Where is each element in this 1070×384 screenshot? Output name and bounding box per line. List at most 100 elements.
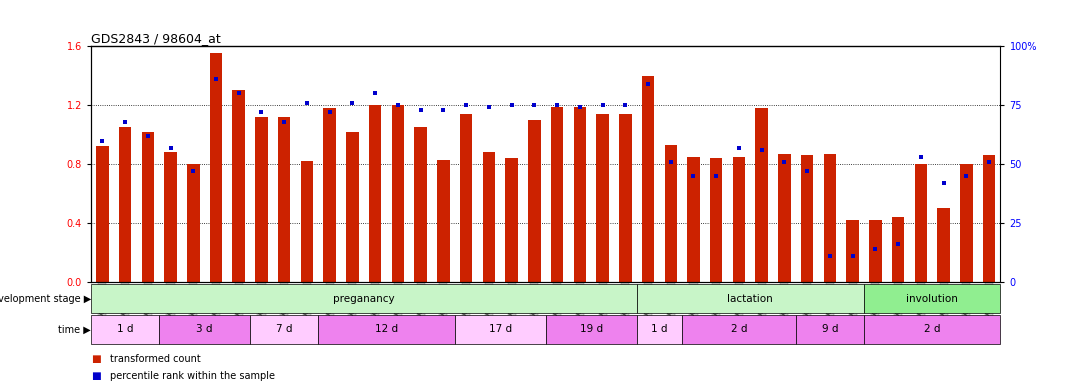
Bar xyxy=(96,146,108,282)
Bar xyxy=(642,76,654,282)
Point xyxy=(503,102,520,108)
Bar xyxy=(637,315,683,344)
Point xyxy=(367,90,384,96)
Point xyxy=(640,81,657,87)
Bar xyxy=(865,284,1000,313)
Bar xyxy=(256,117,268,282)
Bar xyxy=(250,315,319,344)
Text: 2 d: 2 d xyxy=(924,324,941,334)
Bar xyxy=(546,315,637,344)
Bar xyxy=(460,114,472,282)
Bar xyxy=(392,105,404,282)
Bar xyxy=(529,120,540,282)
Bar xyxy=(323,108,336,282)
Point xyxy=(412,107,429,113)
Text: GDS2843 / 98604_at: GDS2843 / 98604_at xyxy=(91,32,220,45)
Bar xyxy=(937,209,950,282)
Bar xyxy=(438,160,449,282)
Point xyxy=(525,102,542,108)
Point xyxy=(913,154,930,160)
Bar xyxy=(683,315,796,344)
Bar xyxy=(846,220,859,282)
Bar xyxy=(505,158,518,282)
Point xyxy=(230,90,247,96)
Bar xyxy=(232,90,245,282)
Bar xyxy=(165,152,177,282)
Point xyxy=(434,107,452,113)
Bar xyxy=(620,114,631,282)
Bar xyxy=(574,107,586,282)
Bar xyxy=(796,315,865,344)
Text: lactation: lactation xyxy=(728,293,774,304)
Bar xyxy=(414,127,427,282)
Text: time ▶: time ▶ xyxy=(58,324,91,334)
Point xyxy=(616,102,633,108)
Bar xyxy=(960,164,973,282)
Point xyxy=(185,168,202,174)
Bar xyxy=(347,132,358,282)
Text: 12 d: 12 d xyxy=(374,324,398,334)
Bar xyxy=(483,152,495,282)
Point xyxy=(707,173,724,179)
Text: 19 d: 19 d xyxy=(580,324,602,334)
Point xyxy=(867,246,884,252)
Text: ■: ■ xyxy=(91,354,101,364)
Point xyxy=(162,144,179,151)
Point xyxy=(343,100,361,106)
Point xyxy=(299,100,316,106)
Bar xyxy=(141,132,154,282)
Point xyxy=(822,253,839,259)
Bar xyxy=(210,53,223,282)
Bar xyxy=(865,315,1000,344)
Bar xyxy=(596,114,609,282)
Point xyxy=(458,102,475,108)
Point xyxy=(844,253,861,259)
Point xyxy=(480,104,498,111)
Text: 9 d: 9 d xyxy=(822,324,838,334)
Text: 17 d: 17 d xyxy=(489,324,511,334)
Point xyxy=(776,159,793,165)
Bar xyxy=(119,127,132,282)
Bar xyxy=(778,154,791,282)
Bar xyxy=(733,157,745,282)
Bar xyxy=(983,155,995,282)
Bar xyxy=(551,107,563,282)
Bar xyxy=(915,164,927,282)
Text: development stage ▶: development stage ▶ xyxy=(0,293,91,304)
Point xyxy=(594,102,611,108)
Bar xyxy=(159,315,250,344)
Bar xyxy=(801,155,813,282)
Text: involution: involution xyxy=(906,293,958,304)
Bar xyxy=(637,284,865,313)
Point xyxy=(889,242,906,248)
Bar xyxy=(710,158,722,282)
Text: ■: ■ xyxy=(91,371,101,381)
Bar xyxy=(301,161,314,282)
Point xyxy=(276,119,293,125)
Bar xyxy=(664,145,677,282)
Point xyxy=(731,144,748,151)
Point xyxy=(321,109,338,115)
Point xyxy=(685,173,702,179)
Point xyxy=(980,159,997,165)
Bar xyxy=(755,108,768,282)
Point xyxy=(571,104,588,111)
Bar xyxy=(687,157,700,282)
Bar xyxy=(91,284,637,313)
Text: 1 d: 1 d xyxy=(117,324,134,334)
Point xyxy=(662,159,679,165)
Bar xyxy=(892,217,904,282)
Point xyxy=(798,168,815,174)
Text: percentile rank within the sample: percentile rank within the sample xyxy=(110,371,275,381)
Bar xyxy=(455,315,546,344)
Point xyxy=(117,119,134,125)
Text: 7 d: 7 d xyxy=(276,324,292,334)
Point xyxy=(139,133,156,139)
Bar xyxy=(369,105,381,282)
Bar xyxy=(319,315,455,344)
Bar xyxy=(824,154,836,282)
Text: transformed count: transformed count xyxy=(110,354,201,364)
Point xyxy=(253,109,270,115)
Point xyxy=(549,102,566,108)
Bar xyxy=(91,315,159,344)
